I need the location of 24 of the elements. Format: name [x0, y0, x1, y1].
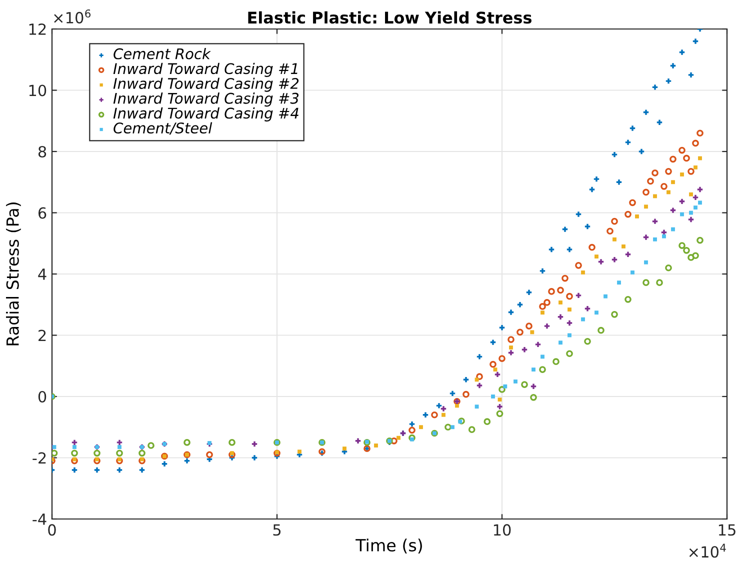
- text: ×10$^{4}$: [689, 544, 726, 558]
- y-tick-label: 12: [29, 23, 46, 35]
- legend-label: Inward Toward Casing #4: [113, 107, 298, 122]
- y-tick-label: 6: [38, 207, 46, 219]
- x-tick-label: 0: [48, 524, 56, 536]
- x-tick-label: 10: [494, 524, 511, 536]
- x-tick-label: 5: [273, 524, 281, 536]
- legend-label: Inward Toward Casing #1: [113, 62, 298, 77]
- x-tick-label: 15: [718, 524, 736, 536]
- y-tick-label: 0: [38, 390, 46, 403]
- x-axis-title: Time (s): [356, 538, 422, 554]
- y-tick-label: 10: [29, 84, 46, 96]
- y-tick-label: -2: [32, 452, 46, 464]
- legend-label: Inward Toward Casing #3: [113, 92, 299, 107]
- text: ×10$^{6}$: [54, 9, 91, 24]
- chart-title: Elastic Plastic: Low Yield Stress: [248, 11, 532, 24]
- y-axis-title: Radial Stress (Pa): [6, 202, 21, 346]
- y-tick-label: -4: [32, 514, 46, 525]
- legend-label: Cement Rock: [114, 48, 211, 60]
- y-tick-label: 2: [38, 330, 46, 342]
- y-tick-label: 8: [38, 146, 46, 158]
- legend-label: Inward Toward Casing #2: [113, 78, 299, 92]
- legend-label: Cement/Steel: [114, 122, 212, 135]
- y-tick-label: 4: [38, 268, 46, 280]
